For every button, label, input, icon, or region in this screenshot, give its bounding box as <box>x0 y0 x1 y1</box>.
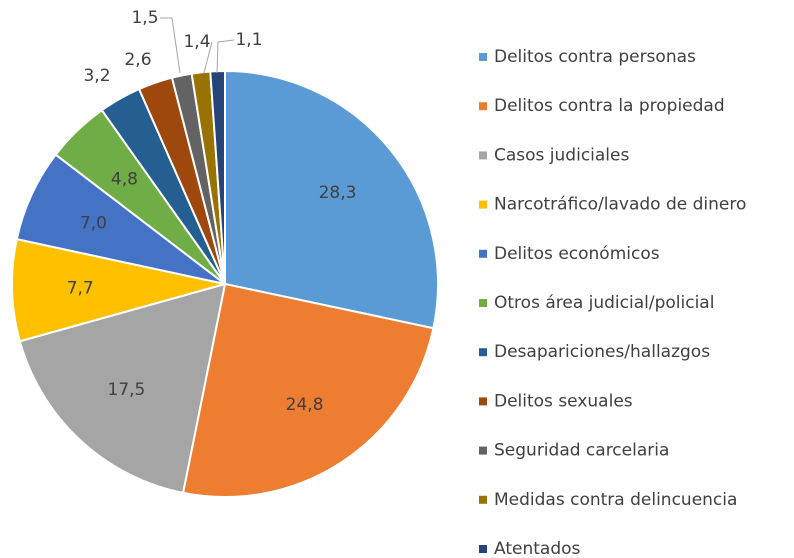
legend-label: Desapariciones/hallazgos <box>494 342 710 362</box>
leader-line <box>216 39 235 74</box>
data-label: 17,5 <box>108 380 146 400</box>
legend-marker <box>479 495 487 504</box>
pie-slice <box>209 69 226 285</box>
legend-marker <box>479 446 487 455</box>
legend-label: Seguridad carcelaria <box>494 441 669 461</box>
legend-label: Narcotráfico/lavado de dinero <box>494 195 746 215</box>
data-label: 7,0 <box>80 213 107 233</box>
legend-label: Atentados <box>494 539 581 554</box>
legend-label: Medidas contra delincuencia <box>494 490 737 510</box>
legend-marker <box>479 545 487 553</box>
legend-label: Otros área judicial/policial <box>494 293 714 313</box>
legend-marker <box>479 102 487 111</box>
data-label: 1,1 <box>235 30 262 50</box>
legend-marker <box>479 249 487 258</box>
legend-label: Delitos contra personas <box>494 47 696 67</box>
data-label: 28,3 <box>319 183 357 203</box>
legend-marker <box>479 299 487 307</box>
pie-slice <box>181 282 435 498</box>
data-label: 24,8 <box>286 395 324 415</box>
legend-marker <box>479 200 487 209</box>
legend-marker <box>479 348 487 357</box>
data-label: 2,6 <box>124 50 151 70</box>
legend-marker <box>479 397 487 406</box>
data-label: 1,4 <box>183 32 210 52</box>
legend-label: Casos judiciales <box>494 145 629 165</box>
data-label: 3,2 <box>83 66 110 86</box>
legend-marker <box>479 151 487 160</box>
data-label: 7,7 <box>67 278 94 298</box>
legend-label: Delitos económicos <box>494 244 660 264</box>
data-label: 4,8 <box>111 170 138 190</box>
pie-slice <box>224 69 439 330</box>
data-label: 1,5 <box>131 8 158 28</box>
legend-label: Delitos sexuales <box>494 391 633 411</box>
leader-line <box>160 17 181 74</box>
legend-label: Delitos contra la propiedad <box>494 96 725 116</box>
pie-slice <box>11 237 226 343</box>
pie-slice <box>18 282 227 495</box>
leader-line <box>203 41 213 74</box>
legend-marker <box>479 53 487 61</box>
